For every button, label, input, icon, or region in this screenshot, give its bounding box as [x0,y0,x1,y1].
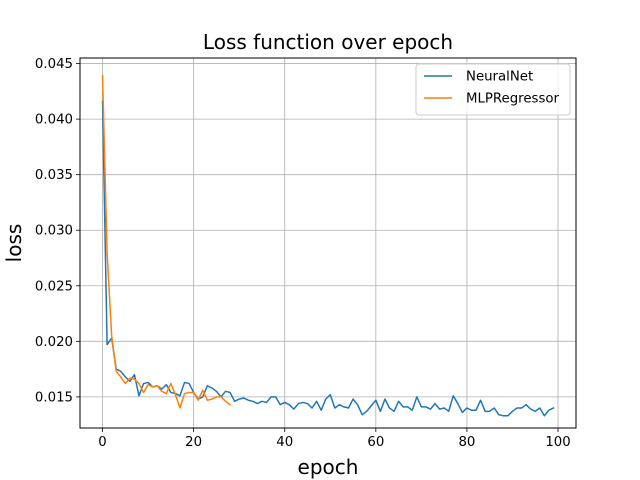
y-tick-label: 0.035 [35,168,73,183]
y-tick-label: 0.030 [35,224,73,239]
x-axis: 0 20 40 60 80 100 [98,428,571,450]
x-tick-label: 100 [545,435,570,450]
x-tick-label: 0 [98,435,106,450]
x-tick-label: 20 [185,435,202,450]
plot-area [80,58,576,428]
y-tick-label: 0.015 [35,390,73,405]
y-tick-label: 0.020 [35,335,73,350]
x-tick-label: 40 [276,435,293,450]
x-tick-label: 60 [367,435,384,450]
series-lines [101,75,555,417]
legend-label-neuralnet: NeuralNet [466,70,533,85]
y-axis: 0.015 0.020 0.025 0.030 0.035 0.040 0.045 [35,57,80,405]
chart-title: Loss function over epoch [203,30,453,54]
y-axis-label: loss [2,224,26,263]
legend-label-mlpregressor: MLPRegressor [466,92,560,107]
y-tick-label: 0.045 [35,57,73,72]
series-line-neuralnet [101,100,555,417]
y-tick-label: 0.040 [35,113,73,128]
legend: NeuralNet MLPRegressor [415,63,571,116]
series-line-mlpregressor [101,75,232,409]
y-tick-label: 0.025 [35,279,73,294]
x-tick-label: 80 [458,435,475,450]
legend-box [415,63,571,116]
x-axis-label: epoch [298,455,359,479]
plot-frame [79,57,577,429]
